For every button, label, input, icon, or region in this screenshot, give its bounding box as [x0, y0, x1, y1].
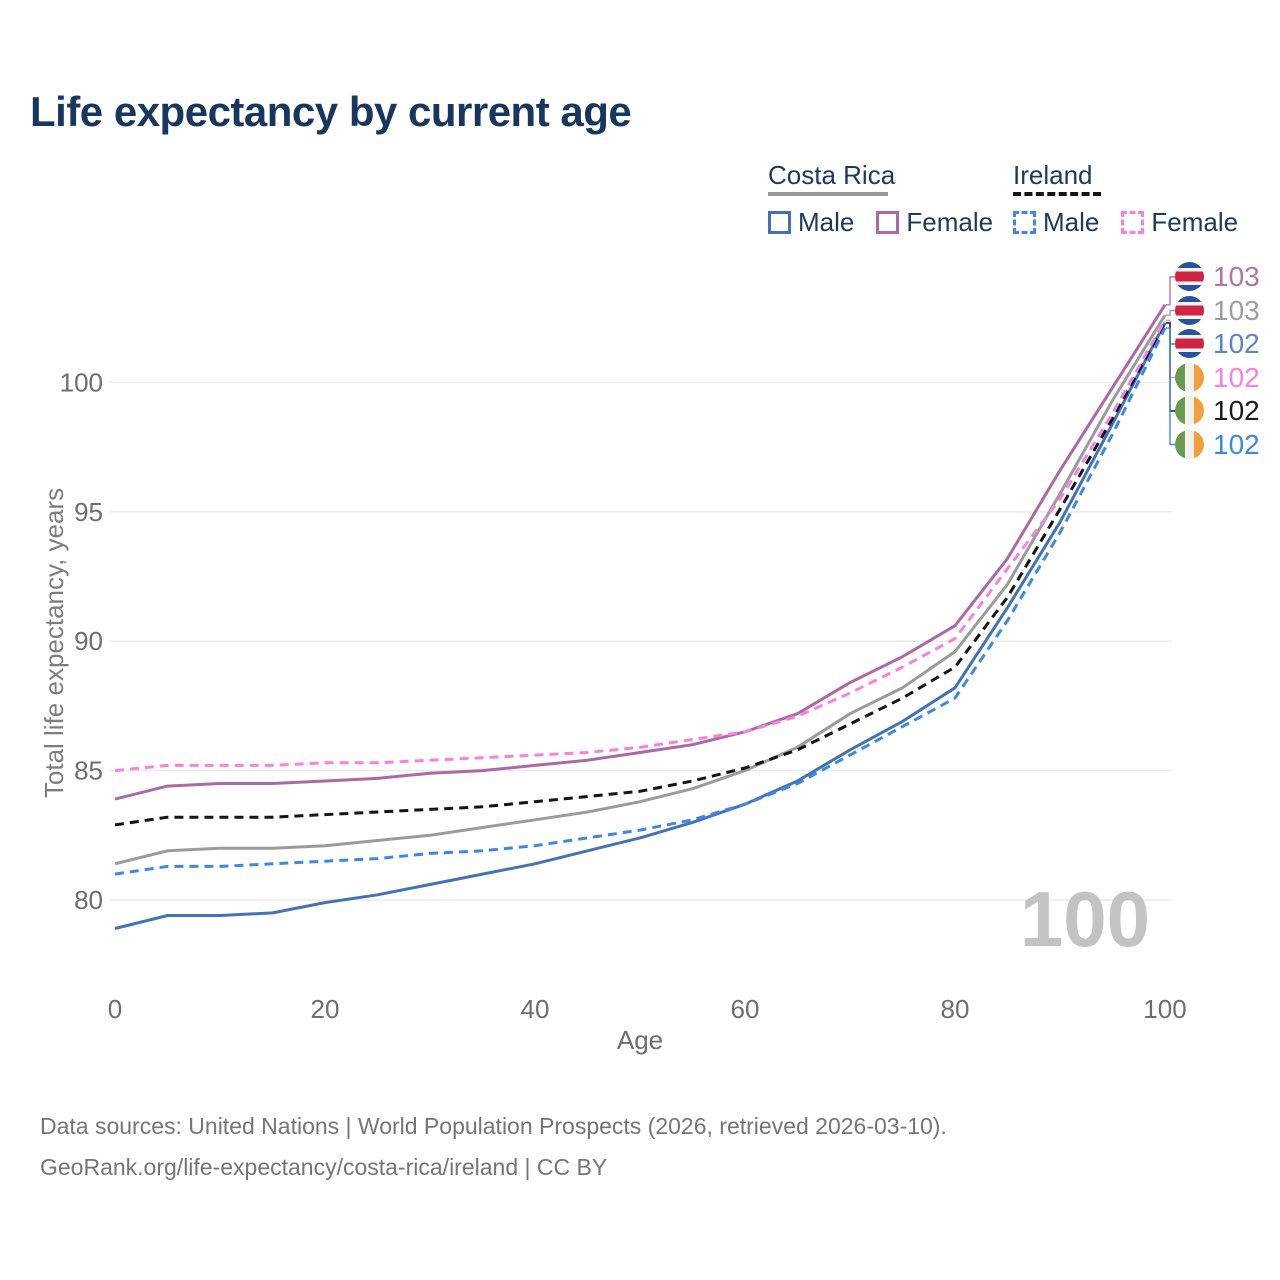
y-axis-title: Total life expectancy, years — [39, 488, 69, 798]
page-title: Life expectancy by current age — [30, 88, 632, 135]
end-label-leader-ireland_female — [1166, 319, 1176, 379]
series-line-costa_rica_both — [114, 314, 1167, 866]
female-color-swatch-icon — [876, 211, 900, 234]
y-tick-label: 85 — [74, 756, 103, 786]
x-axis-title: Age — [617, 1025, 663, 1055]
x-tick-label: 40 — [521, 994, 550, 1024]
legend-country-label: Ireland — [1013, 160, 1093, 190]
x-tick-label: 60 — [731, 994, 760, 1024]
y-tick-label: 95 — [74, 497, 103, 527]
legend-items: Male Female — [1013, 207, 1238, 238]
end-label-leader-ireland_male — [1166, 327, 1176, 446]
y-tick-label: 90 — [74, 626, 103, 656]
end-label-leader-costa_rica_female — [1166, 276, 1176, 306]
legend-group-ireland: Ireland Male Female — [1013, 160, 1238, 238]
end-label-leader-costa_rica_both — [1166, 309, 1176, 316]
x-tick-label: 20 — [311, 994, 340, 1024]
end-label-leader-ireland_both — [1166, 322, 1176, 412]
series-line-ireland_both — [114, 322, 1167, 827]
female-color-swatch-icon — [1121, 211, 1145, 234]
legend-item-costa-rica-male: Male — [768, 207, 854, 238]
y-tick-label: 100 — [60, 367, 103, 397]
legend-item-label: Male — [798, 207, 855, 237]
age-counter-watermark: 100 — [1020, 875, 1150, 963]
y-tick-label: 80 — [74, 885, 103, 915]
legend-item-ireland-male: Male — [1013, 207, 1099, 238]
end-label-leader-costa_rica_male — [1166, 322, 1176, 345]
attribution-note: GeoRank.org/life-expectancy/costa-rica/i… — [40, 1154, 608, 1180]
series-line-ireland_female — [114, 319, 1167, 773]
legend-items: Male Female — [768, 207, 993, 238]
legend-linestyle-sample — [1013, 192, 1101, 196]
male-color-swatch-icon — [1013, 211, 1036, 234]
legend-group-costa-rica: Costa Rica Male Female — [768, 160, 993, 238]
legend-item-label: Female — [1151, 207, 1239, 237]
legend-item-ireland-female: Female — [1121, 207, 1238, 238]
male-color-swatch-icon — [768, 211, 791, 234]
series-line-costa_rica_male — [114, 322, 1167, 930]
x-tick-label: 0 — [108, 994, 122, 1024]
series-line-costa_rica_female — [114, 303, 1167, 801]
legend-item-label: Female — [906, 207, 994, 237]
data-sources-note: Data sources: United Nations | World Pop… — [40, 1113, 947, 1139]
legend-country-label: Costa Rica — [768, 160, 896, 190]
footer: Data sources: United Nations | World Pop… — [40, 1106, 947, 1188]
legend-item-costa-rica-female: Female — [876, 207, 993, 238]
x-tick-label: 100 — [1143, 994, 1186, 1024]
x-tick-label: 80 — [941, 994, 970, 1024]
legend-linestyle-sample — [768, 192, 888, 196]
series-line-ireland_male — [114, 327, 1167, 876]
legend-item-label: Male — [1043, 207, 1100, 237]
